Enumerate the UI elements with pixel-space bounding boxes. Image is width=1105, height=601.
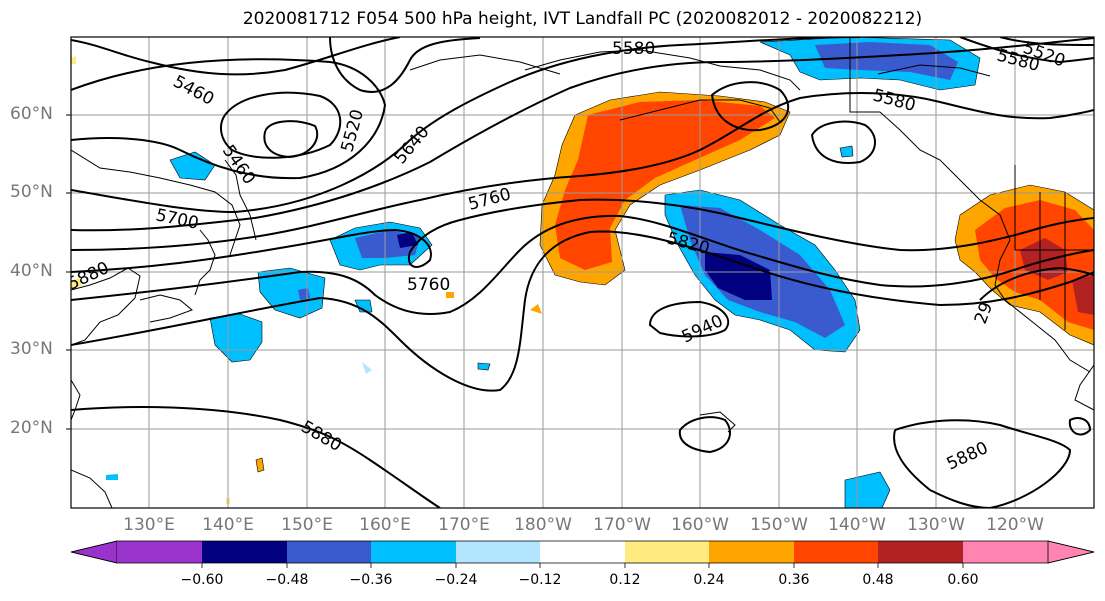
lon-label-160e: 160°E bbox=[359, 515, 411, 535]
lon-label-150e: 150°E bbox=[281, 515, 333, 535]
lat-label-60n: 60°N bbox=[10, 104, 53, 124]
colorbar-tick-label: −0.36 bbox=[349, 572, 393, 588]
height-contours bbox=[71, 37, 1094, 508]
colorbar-tick-label: 0.36 bbox=[778, 572, 810, 588]
axis-ticks bbox=[66, 114, 71, 430]
lon-label-140e: 140°E bbox=[202, 515, 254, 535]
lon-label-170e: 170°E bbox=[438, 515, 490, 535]
colorbar-tick-label: 0.12 bbox=[609, 572, 641, 588]
colorbar-tick-label: −0.24 bbox=[434, 572, 478, 588]
lon-label-170w: 170°W bbox=[593, 515, 651, 535]
lat-label-50n: 50°N bbox=[10, 182, 53, 202]
colorbar-tick-label: −0.60 bbox=[180, 572, 224, 588]
colorbar-tick-label: −0.12 bbox=[518, 572, 562, 588]
colorbar bbox=[70, 540, 1095, 568]
lon-label-150w: 150°W bbox=[750, 515, 808, 535]
colorbar-tick-label: −0.48 bbox=[265, 572, 309, 588]
lon-label-130w: 130°W bbox=[907, 515, 965, 535]
colorbar-tick-label: 0.48 bbox=[862, 572, 894, 588]
lon-label-180w: 180°W bbox=[514, 515, 572, 535]
colorbar-extend-high bbox=[1047, 540, 1095, 564]
contour-label: 5580 bbox=[612, 39, 655, 59]
colorbar-extend-low bbox=[70, 540, 118, 564]
map-plot-area: 5460 5460 5520 5520 5580 5580 5580 5640 … bbox=[71, 37, 1094, 508]
lon-label-120w: 120°W bbox=[986, 515, 1044, 535]
positive-ivt-shading bbox=[71, 56, 1094, 504]
lon-label-160w: 160°W bbox=[671, 515, 729, 535]
lat-label-40n: 40°N bbox=[10, 261, 53, 281]
colorbar-tick-label: 0.24 bbox=[693, 572, 725, 588]
map-title: 2020081712 F054 500 hPa height, IVT Land… bbox=[242, 9, 923, 29]
contour-label: 5760 bbox=[407, 275, 450, 295]
colorbar-tick-label: 0.60 bbox=[947, 572, 979, 588]
lat-label-30n: 30°N bbox=[10, 339, 53, 359]
lat-label-20n: 20°N bbox=[10, 418, 53, 438]
lon-label-130e: 130°E bbox=[123, 515, 175, 535]
lon-label-140w: 140°W bbox=[828, 515, 886, 535]
